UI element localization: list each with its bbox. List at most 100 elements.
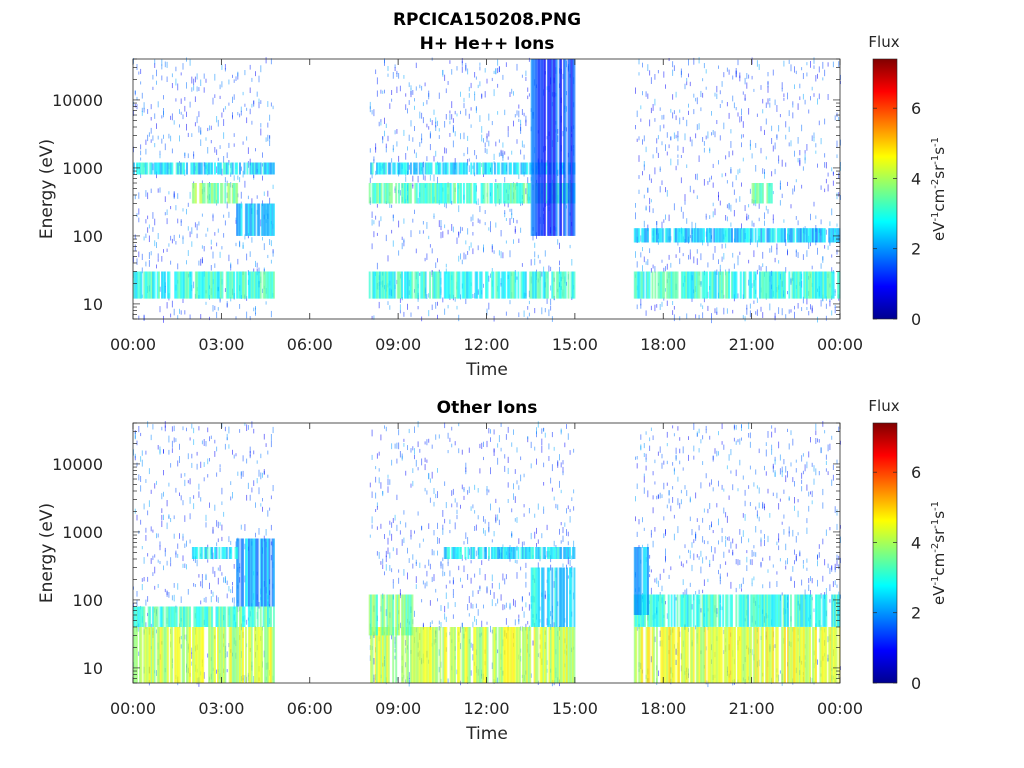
flux-cell	[485, 627, 487, 683]
flux-cell	[819, 228, 822, 243]
flux-cell	[218, 627, 221, 683]
flux-cell	[396, 524, 398, 532]
flux-cell	[429, 183, 432, 204]
flux-cell	[689, 81, 691, 87]
flux-cell	[221, 547, 224, 559]
flux-cell	[711, 479, 712, 485]
flux-cell	[438, 620, 440, 625]
flux-cell	[790, 140, 792, 147]
flux-cell	[240, 524, 242, 530]
flux-cell	[502, 152, 504, 159]
flux-cell	[698, 228, 701, 243]
flux-cell	[463, 252, 465, 260]
flux-cell	[825, 271, 828, 299]
flux-cell	[460, 253, 461, 260]
flux-cell	[640, 298, 642, 306]
flux-cell	[145, 479, 147, 483]
flux-cell	[200, 547, 203, 559]
flux-cell	[733, 437, 735, 442]
flux-cell	[449, 437, 451, 442]
flux-cell	[218, 547, 221, 559]
flux-cell	[157, 253, 159, 259]
flux-cell	[508, 183, 511, 204]
flux-cell	[641, 228, 644, 243]
flux-cell	[439, 627, 442, 683]
flux-cell	[756, 240, 758, 248]
flux-cell	[511, 627, 514, 683]
flux-cell	[140, 162, 143, 175]
flux-cell	[484, 530, 486, 536]
flux-cell	[211, 627, 214, 683]
flux-cell	[782, 228, 785, 243]
flux-cell	[170, 557, 172, 563]
flux-cell	[811, 578, 813, 584]
flux-cell	[221, 572, 223, 576]
flux-cell	[730, 167, 732, 174]
flux-cell	[421, 183, 424, 204]
flux-cell	[742, 577, 744, 585]
flux-cell	[544, 250, 546, 257]
flux-cell	[232, 96, 233, 103]
flux-cell	[670, 566, 672, 571]
flux-cell	[661, 259, 663, 263]
flux-cell	[686, 119, 688, 127]
flux-cell	[417, 421, 419, 428]
flux-cell	[790, 277, 792, 283]
flux-cell	[666, 263, 668, 270]
flux-cell	[159, 541, 161, 547]
flux-cell	[541, 271, 543, 277]
flux-cell	[179, 456, 180, 463]
flux-cell	[267, 254, 269, 259]
flux-cell	[239, 271, 241, 299]
flux-cell	[498, 435, 500, 443]
flux-cell	[371, 491, 373, 498]
flux-cell	[150, 627, 153, 683]
flux-cell	[242, 271, 244, 299]
flux-cell	[835, 228, 838, 243]
flux-cell	[762, 263, 764, 268]
flux-cell	[810, 271, 813, 299]
flux-cell	[560, 59, 563, 236]
flux-cell	[272, 627, 275, 683]
flux-cell	[214, 571, 216, 578]
flux-cell	[732, 252, 734, 258]
flux-cell	[270, 627, 272, 683]
flux-cell	[408, 672, 410, 679]
flux-cell	[513, 493, 514, 500]
flux-cell	[813, 465, 815, 472]
flux-cell	[698, 271, 701, 299]
flux-cell	[801, 307, 803, 312]
flux-cell	[270, 495, 272, 500]
flux-cell	[741, 536, 742, 544]
flux-cell	[186, 606, 188, 627]
flux-cell	[689, 550, 691, 555]
flux-cell	[672, 69, 674, 76]
flux-cell	[739, 75, 741, 82]
flux-cell	[817, 73, 818, 79]
flux-cell	[500, 594, 502, 601]
flux-cell	[249, 316, 251, 321]
flux-cell	[373, 109, 375, 117]
flux-cell	[764, 465, 765, 471]
flux-cell	[376, 77, 378, 85]
flux-cell	[672, 497, 674, 503]
flux-cell	[264, 203, 267, 236]
flux-cell	[399, 520, 401, 525]
flux-cell	[748, 538, 750, 543]
flux-cell	[380, 89, 382, 94]
flux-cell	[465, 627, 468, 683]
flux-cell	[166, 627, 169, 683]
flux-cell	[486, 271, 489, 299]
flux-cell	[164, 143, 166, 151]
flux-cell	[417, 511, 419, 516]
flux-cell	[244, 70, 246, 76]
flux-cell	[231, 183, 234, 204]
flux-cell	[721, 606, 723, 611]
flux-cell	[659, 125, 661, 132]
flux-cell	[774, 315, 776, 321]
flux-cell	[764, 534, 765, 539]
flux-cell	[696, 97, 698, 105]
flux-cell	[723, 228, 726, 243]
flux-cell	[546, 271, 549, 299]
flux-cell	[718, 569, 719, 575]
